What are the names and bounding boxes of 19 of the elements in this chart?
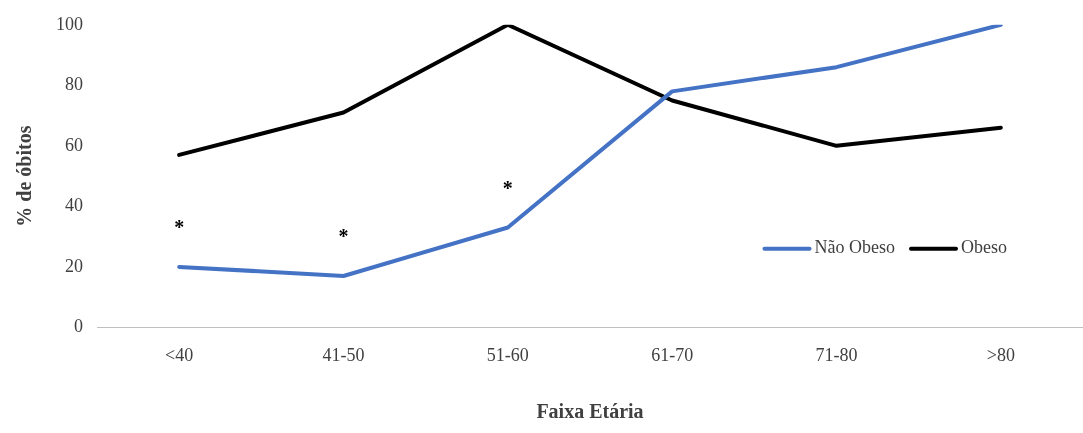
x-tick-label: 41-50: [322, 344, 365, 365]
y-axis-title: % de óbitos: [13, 125, 36, 227]
x-tick-label: 71-80: [815, 344, 858, 365]
y-tick-label: 20: [65, 255, 83, 276]
x-axis-title: Faixa Etária: [536, 400, 644, 423]
y-tick-label: 60: [65, 134, 83, 155]
x-tick-label: >80: [986, 344, 1015, 365]
annotation: *: [338, 225, 349, 248]
x-tick-label: 51-60: [486, 344, 529, 365]
y-tick-label: 80: [65, 74, 83, 95]
annotation: *: [174, 216, 185, 239]
y-tick-label: 40: [65, 195, 83, 216]
x-tick-label: 61-70: [651, 344, 694, 365]
legend-label: Obeso: [961, 237, 1008, 258]
x-tick-label: <40: [165, 344, 194, 365]
annotation: *: [502, 176, 513, 199]
y-tick-label: 0: [74, 316, 83, 337]
legend-label: Não Obeso: [814, 237, 896, 258]
y-tick-label: 100: [56, 13, 83, 34]
